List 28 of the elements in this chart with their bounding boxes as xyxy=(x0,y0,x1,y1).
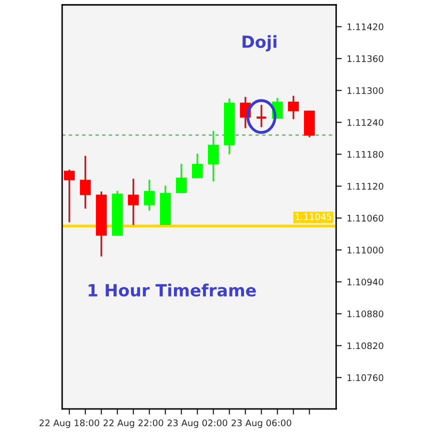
candlestick xyxy=(80,155,91,210)
annotation: Doji xyxy=(242,35,276,52)
y-tick-label: 1.10820 xyxy=(348,342,384,350)
candlestick xyxy=(288,94,299,120)
y-tick-label: 1.11120 xyxy=(348,182,384,190)
y-tick-label: 1.10940 xyxy=(348,278,384,286)
candlestick xyxy=(256,104,268,128)
y-tick-label: 1.11360 xyxy=(348,55,384,62)
y-tick-label: 1.11060 xyxy=(348,214,384,222)
annotation: 1 Hour Timeframe xyxy=(88,284,256,297)
x-tick-label: 22 Aug 22:00 xyxy=(104,419,164,428)
candlestick xyxy=(208,130,219,182)
candlestick xyxy=(144,178,155,212)
candlestick xyxy=(176,162,187,194)
y-tick-label: 1.11300 xyxy=(348,87,384,94)
y-tick-label: 1.10760 xyxy=(348,374,384,382)
y-tick-label: 1.11000 xyxy=(348,246,384,254)
candlestick xyxy=(128,178,139,226)
candlestick xyxy=(192,152,203,180)
y-tick-label: 1.10880 xyxy=(348,310,384,318)
ref-line-label: 1.11045 xyxy=(296,213,332,220)
y-tick-label: 1.11420 xyxy=(348,23,384,30)
y-tick-label: 1.11180 xyxy=(348,150,384,158)
candlestick xyxy=(64,168,75,224)
y-tick-label: 1.11240 xyxy=(348,119,384,126)
x-tick-label: 22 Aug 18:00 xyxy=(40,419,100,428)
x-tick-label: 23 Aug 06:00 xyxy=(232,419,292,428)
x-tick-label: 23 Aug 02:00 xyxy=(168,419,228,428)
